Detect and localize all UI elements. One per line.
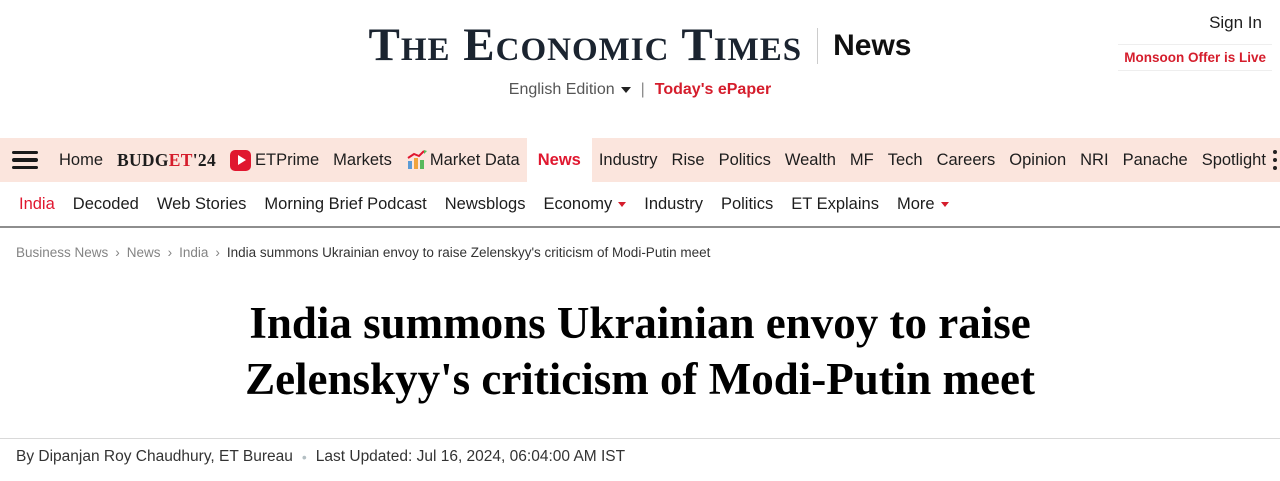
- economic-times-logo[interactable]: The Economic Times: [368, 19, 803, 71]
- nav-item-etprime[interactable]: ETPrime: [223, 138, 326, 182]
- nav-item-spotlight[interactable]: Spotlight: [1201, 150, 1266, 169]
- epaper-link[interactable]: Today's ePaper: [654, 81, 772, 98]
- budget-text-post: '24: [192, 149, 216, 170]
- subnav-item-decoded[interactable]: Decoded: [72, 194, 139, 213]
- subnav-item-more[interactable]: More: [888, 195, 958, 214]
- hamburger-bar: [12, 158, 38, 162]
- nav-item-panache[interactable]: Panache: [1122, 150, 1188, 169]
- byline-bar: By Dipanjan Roy Chaudhury, ET Bureau • L…: [0, 437, 1280, 466]
- market-data-label: Market Data: [429, 150, 520, 169]
- subnav-item-newsblogs[interactable]: Newsblogs: [444, 194, 526, 213]
- kebab-menu-icon[interactable]: [1272, 138, 1278, 182]
- nav-item-wealth[interactable]: Wealth: [784, 150, 836, 169]
- masthead: The Economic Times News: [0, 0, 1280, 69]
- nav-item-mf[interactable]: MF: [849, 150, 874, 169]
- nav-item-budget24[interactable]: BUDG ET '24: [110, 138, 223, 182]
- nav-item-tech[interactable]: Tech: [887, 150, 923, 169]
- edition-label: English Edition: [508, 81, 615, 98]
- kebab-dot: [1272, 149, 1278, 155]
- nav-item-market-data[interactable]: Market Data: [399, 138, 527, 182]
- budget-text-et: ET: [168, 149, 193, 170]
- article-main: India summons Ukrainian envoy to raise Z…: [0, 296, 1280, 466]
- subnav-item-politics[interactable]: Politics: [720, 194, 774, 213]
- budget-text-pre: BUDG: [117, 149, 169, 170]
- edition-selector[interactable]: English Edition: [509, 81, 631, 99]
- nav-item-careers[interactable]: Careers: [936, 150, 996, 169]
- subnav-item-web-stories[interactable]: Web Stories: [156, 194, 247, 213]
- bar-chart-icon: [406, 150, 427, 170]
- breadcrumb-separator: ›: [215, 245, 220, 260]
- top-header: Sign In Monsoon Offer is Live The Econom…: [0, 0, 1280, 138]
- nav-item-markets[interactable]: Markets: [333, 150, 392, 169]
- sign-in-button[interactable]: Sign In: [1209, 13, 1262, 32]
- main-nav: Home BUDG ET '24 ETPrime Markets Market Da…: [0, 138, 1280, 182]
- breadcrumb: Business News › News › India › India sum…: [0, 228, 1280, 268]
- hamburger-menu-icon[interactable]: [12, 138, 38, 182]
- edition-row: English Edition | Today's ePaper: [0, 81, 1280, 99]
- section-title: News: [833, 28, 912, 62]
- article-headline: India summons Ukrainian envoy to raise Z…: [245, 298, 1035, 404]
- hamburger-bar: [12, 165, 38, 170]
- subnav-item-morning-brief-podcast[interactable]: Morning Brief Podcast: [264, 194, 427, 213]
- article-last-updated: Last Updated: Jul 16, 2024, 06:04:00 AM …: [315, 447, 626, 465]
- breadcrumb-news[interactable]: News: [126, 245, 161, 260]
- breadcrumb-separator: ›: [167, 245, 173, 260]
- nav-item-politics[interactable]: Politics: [718, 150, 771, 169]
- breadcrumb-current-page: India summons Ukrainian envoy to raise Z…: [226, 245, 711, 260]
- kebab-dot: [1272, 165, 1278, 171]
- nav-item-rise[interactable]: Rise: [671, 150, 705, 169]
- chevron-down-icon: [618, 201, 627, 207]
- breadcrumb-business-news[interactable]: Business News: [16, 245, 109, 260]
- monsoon-offer-banner[interactable]: Monsoon Offer is Live: [1118, 44, 1272, 71]
- breadcrumb-india[interactable]: India: [179, 245, 209, 260]
- article-byline: By Dipanjan Roy Chaudhury, ET Bureau: [16, 447, 293, 465]
- hamburger-bar: [12, 150, 38, 155]
- kebab-dot: [1272, 157, 1278, 163]
- etprime-play-icon: [230, 149, 251, 171]
- etprime-label: ETPrime: [255, 150, 320, 169]
- breadcrumb-separator: ›: [115, 245, 120, 260]
- nav-item-home[interactable]: Home: [59, 150, 104, 169]
- sub-nav: India Decoded Web Stories Morning Brief …: [0, 182, 1280, 228]
- logo-divider: [817, 27, 819, 64]
- more-label: More: [896, 194, 935, 213]
- nav-item-news[interactable]: News: [526, 138, 592, 182]
- subnav-item-et-explains[interactable]: ET Explains: [791, 194, 879, 213]
- subnav-item-india[interactable]: India: [19, 194, 55, 213]
- byline-separator-dot: •: [301, 448, 307, 465]
- economy-label: Economy: [543, 194, 613, 213]
- chevron-down-icon: [940, 201, 949, 207]
- nav-item-industry[interactable]: Industry: [598, 150, 658, 169]
- nav-item-nri[interactable]: NRI: [1080, 150, 1109, 169]
- nav-item-opinion[interactable]: Opinion: [1009, 150, 1067, 169]
- subnav-item-economy[interactable]: Economy: [534, 195, 635, 214]
- separator-pipe: |: [640, 81, 645, 98]
- chevron-down-icon: [620, 87, 631, 93]
- subnav-item-industry[interactable]: Industry: [644, 194, 703, 213]
